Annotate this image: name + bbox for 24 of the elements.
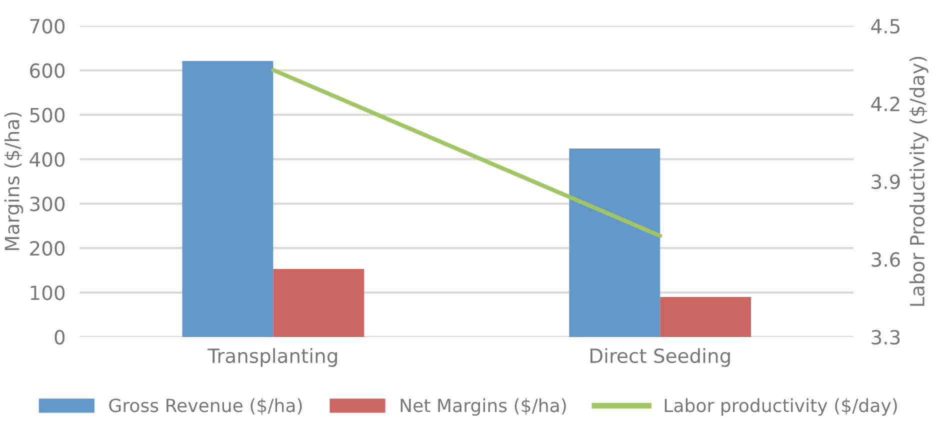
bar — [569, 148, 660, 337]
legend-label: Net Margins ($/ha) — [400, 398, 566, 416]
y-tick-label: 100 — [30, 285, 65, 300]
y-axis-title: Margins ($/ha) — [4, 112, 24, 250]
y2-tick-label: 3.3 — [872, 330, 900, 345]
y-tick-label: 200 — [30, 241, 65, 256]
legend-label: Gross Revenue ($/ha) — [109, 398, 302, 415]
y-tick-label: 0 — [54, 330, 65, 345]
y2-tick-label: 4.5 — [871, 19, 900, 34]
x-tick-label: Direct Seeding — [590, 348, 730, 367]
y-tick-label: 400 — [30, 152, 65, 167]
bar — [182, 61, 274, 337]
bar — [660, 296, 752, 337]
y2-tick-label: 3.9 — [872, 174, 900, 190]
bar — [273, 268, 364, 337]
y-tick-label: 500 — [30, 108, 65, 122]
y-tick-label: 300 — [30, 196, 65, 212]
y-tick-label: 700 — [30, 18, 65, 34]
y2-tick-label: 3.6 — [872, 252, 900, 267]
legend-label: Labor productivity ($/day) — [664, 398, 897, 416]
y2-axis-title: Labor Productivity ($/day) — [910, 56, 928, 306]
y2-tick-label: 4.2 — [871, 96, 900, 112]
y-tick-label: 600 — [30, 63, 65, 78]
x-tick-label: Transplanting — [208, 348, 337, 367]
